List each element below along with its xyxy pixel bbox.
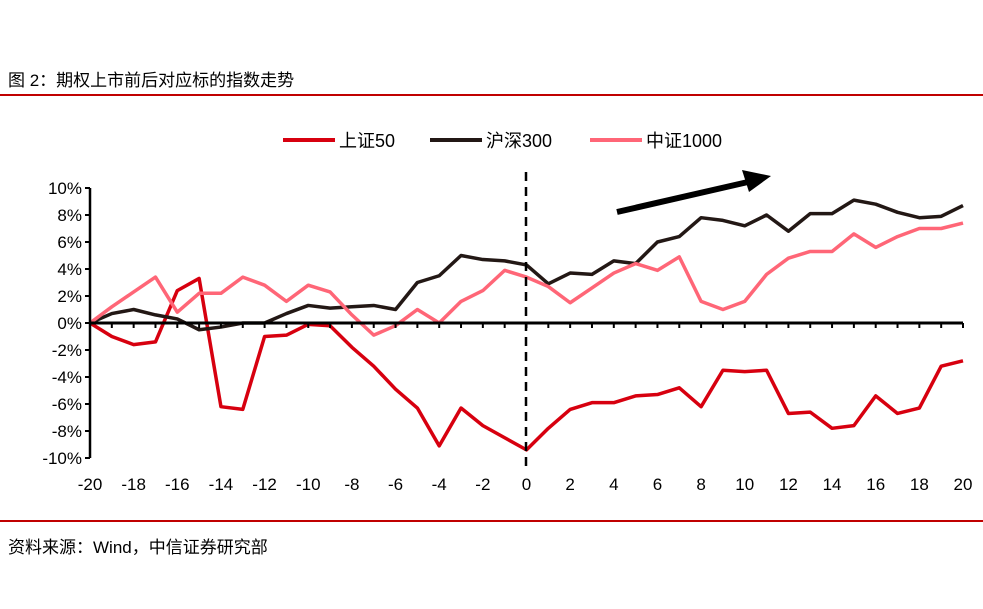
- x-tick-label: 10: [735, 475, 754, 494]
- x-tick-label: 6: [653, 475, 662, 494]
- axes: 10%8%6%4%2%0%-2%-4%-6%-8%-10%-20 -18 -16 -1…: [42, 179, 972, 494]
- x-tick-label: -2: [475, 475, 490, 494]
- x-tick-label: -20: [78, 475, 103, 494]
- x-tick-label: 18: [910, 475, 929, 494]
- x-tick-label: -16: [165, 475, 190, 494]
- legend-item: 沪深300: [430, 131, 552, 151]
- x-tick-label: -4: [432, 475, 447, 494]
- y-tick-label: 6%: [57, 233, 82, 252]
- legend-item: 中证1000: [590, 131, 722, 151]
- x-tick-label: 0: [522, 475, 531, 494]
- legend-item: 上证50: [283, 131, 395, 151]
- y-tick-label: -10%: [42, 449, 82, 468]
- figure-title: 图 2：期权上市前后对应标的指数走势: [8, 71, 295, 90]
- x-tick-label: 20: [954, 475, 973, 494]
- x-tick-label: 16: [866, 475, 885, 494]
- source-note: 资料来源：Wind，中信证券研究部: [8, 538, 268, 557]
- legend: 上证50 沪深300 中证1000: [283, 131, 722, 151]
- legend-label: 上证50: [339, 131, 395, 151]
- y-tick-label: -8%: [52, 422, 82, 441]
- x-tick-label: -10: [296, 475, 321, 494]
- y-tick-label: 0%: [57, 314, 82, 333]
- x-tick-label: 2: [565, 475, 574, 494]
- y-tick-label: -6%: [52, 395, 82, 414]
- trend-arrow: [616, 170, 771, 215]
- y-tick-label: 2%: [57, 287, 82, 306]
- y-tick-label: -2%: [52, 341, 82, 360]
- y-tick-label: 10%: [48, 179, 82, 198]
- y-tick-label: -4%: [52, 368, 82, 387]
- legend-label: 中证1000: [646, 131, 722, 151]
- x-tick-label: -12: [252, 475, 277, 494]
- y-tick-label: 4%: [57, 260, 82, 279]
- x-tick-label: 4: [609, 475, 618, 494]
- x-tick-label: 14: [823, 475, 842, 494]
- source-divider: [0, 520, 983, 522]
- x-tick-label: -6: [388, 475, 403, 494]
- x-tick-label: -8: [344, 475, 359, 494]
- x-tick-label: 8: [696, 475, 705, 494]
- title-divider: [0, 94, 983, 96]
- legend-label: 沪深300: [486, 131, 552, 151]
- series-line-0: [89, 276, 964, 452]
- x-tick-label: -18: [121, 475, 146, 494]
- x-tick-label: 12: [779, 475, 798, 494]
- y-tick-label: 8%: [57, 206, 82, 225]
- x-tick-label: -14: [209, 475, 234, 494]
